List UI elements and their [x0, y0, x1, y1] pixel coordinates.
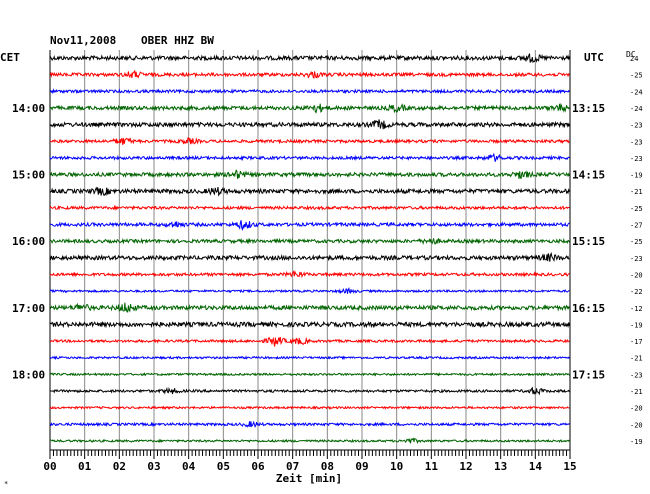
x-tick-label: 02: [113, 460, 126, 473]
trace-row: [49, 53, 570, 64]
left-time-labels: 14:00 15:00 16:00 17:00 18:00: [12, 102, 45, 381]
dc-offset-label: -20: [630, 405, 643, 413]
right-time-labels: 13:15 14:15 15:15 16:15 17:15: [572, 102, 605, 381]
dc-offset-labels: 24 -25 -24 -24 -23 -23 -23 -19 -21 -25 -27 -25 -23 -2…: [630, 55, 643, 446]
right-time-label: 17:15: [572, 368, 605, 381]
trace-row: [49, 372, 570, 377]
x-tick-label: 11: [425, 460, 439, 473]
trace-row: [49, 251, 570, 262]
dc-offset-label: -21: [630, 388, 643, 396]
trace-row: [49, 204, 570, 212]
trace-row: [49, 137, 570, 146]
left-time-label: 14:00: [12, 102, 45, 115]
left-time-label: 17:00: [12, 302, 45, 315]
date-label: Nov11,2008: [50, 34, 116, 47]
x-tick-label: 03: [147, 460, 160, 473]
left-time-label: 16:00: [12, 235, 45, 248]
right-time-label: 13:15: [572, 102, 605, 115]
right-time-label: 14:15: [572, 169, 605, 182]
x-tick-label: 04: [182, 460, 196, 473]
x-tick-label: 13: [494, 460, 507, 473]
left-time-label: 15:00: [12, 169, 45, 182]
dc-offset-label: -23: [630, 371, 643, 379]
dc-offset-label: -25: [630, 238, 643, 246]
dc-offset-label: -23: [630, 255, 643, 263]
dc-offset-label: -21: [630, 188, 643, 196]
dc-offset-label: -23: [630, 122, 643, 130]
dc-offset-label: -24: [630, 105, 643, 113]
trace-row: [49, 237, 570, 245]
dc-offset-label: -19: [630, 438, 643, 446]
trace-row: [49, 420, 570, 429]
dc-offset-label: -23: [630, 155, 643, 163]
x-tick-label: 15: [563, 460, 576, 473]
trace-row: [49, 320, 570, 329]
time-grid: [49, 50, 571, 451]
x-tick-label: 01: [78, 460, 92, 473]
dc-offset-label: -25: [630, 205, 643, 213]
trace-row: [49, 270, 570, 279]
dc-offset-label: -25: [630, 72, 643, 80]
x-tick-label: 14: [529, 460, 543, 473]
x-tick-label: 06: [251, 460, 265, 473]
trace-row: [49, 386, 570, 396]
station-label: OBER HHZ BW: [141, 34, 214, 47]
right-time-label: 16:15: [572, 302, 605, 315]
x-axis: 00 01 02 03 04 05 06 07 08 09 10 11 12 13 14 15: [43, 450, 577, 473]
dc-offset-label: -20: [630, 421, 643, 429]
x-axis-title: Zeit [min]: [276, 472, 342, 485]
trace-row: [49, 88, 570, 95]
trace-row: [49, 186, 570, 197]
x-tick-label: 08: [321, 460, 334, 473]
dc-offset-label: -27: [630, 222, 643, 230]
dc-offset-label: -24: [630, 88, 643, 96]
dc-offset-label: 24: [630, 55, 638, 63]
x-tick-label: 07: [286, 460, 299, 473]
left-time-label: 18:00: [12, 368, 45, 381]
x-tick-label: 10: [390, 460, 403, 473]
trace-row: [49, 302, 570, 313]
dc-offset-label: -20: [630, 271, 643, 279]
trace-row: [49, 405, 570, 410]
trace-row: [49, 437, 570, 445]
dc-offset-label: -12: [630, 305, 643, 313]
dc-offset-label: -19: [630, 172, 643, 180]
trace-row: [49, 336, 570, 347]
dc-offset-label: -23: [630, 138, 643, 146]
trace-row: [49, 119, 570, 130]
trace-row: [49, 152, 570, 162]
x-tick-label: 09: [355, 460, 368, 473]
dc-offset-label: -21: [630, 355, 643, 363]
right-time-label: 15:15: [572, 235, 605, 248]
trace-row: [49, 220, 570, 232]
left-timezone-label: CET: [0, 51, 20, 64]
trace-row: [49, 102, 570, 114]
trace-row: [49, 69, 570, 79]
trace-row: [49, 286, 570, 295]
trace-group: [49, 53, 570, 445]
x-tick-label: 05: [217, 460, 230, 473]
dc-offset-label: -22: [630, 288, 643, 296]
trace-row: [49, 169, 570, 180]
corner-mark: *: [4, 480, 8, 488]
dc-offset-label: -17: [630, 338, 643, 346]
dc-header-label: DC: [626, 50, 636, 59]
dc-offset-label: -19: [630, 321, 643, 329]
trace-row: [49, 355, 570, 361]
x-tick-label: 12: [459, 460, 472, 473]
right-timezone-label: UTC: [584, 51, 604, 64]
x-tick-label: 00: [43, 460, 56, 473]
